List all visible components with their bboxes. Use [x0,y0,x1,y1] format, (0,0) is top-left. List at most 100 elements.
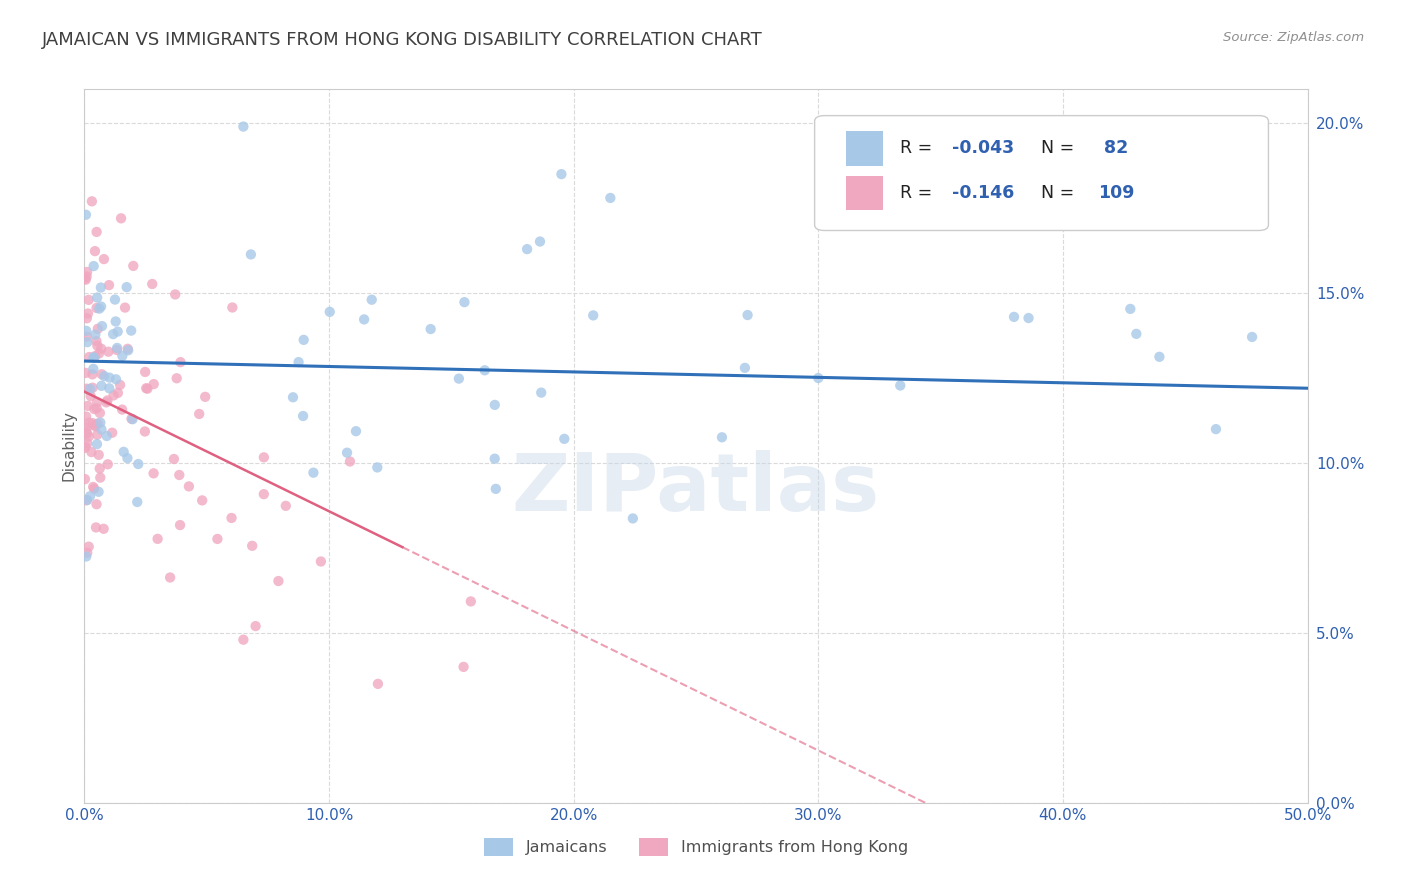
Point [75,425,97,440]
Point [97,344,120,359]
Point [1241,330,1264,344]
Point [83,402,105,417]
Point [79,489,101,503]
Point [77,429,100,443]
Point [135,381,157,395]
Point [232,120,254,134]
Point [86,437,108,451]
Point [76,436,98,450]
Point [105,343,128,357]
Point [121,412,143,426]
Point [142,467,165,481]
Point [89,470,111,484]
Point [86,334,108,348]
Point [83,482,105,496]
Text: N =: N = [1040,139,1080,157]
Point [76,265,98,279]
Point [89,301,111,316]
Point [75,324,97,338]
Point [77,350,100,364]
Point [1125,326,1147,341]
Point [710,430,733,444]
Point [191,493,214,508]
Point [89,406,111,420]
Point [87,322,110,336]
Point [287,355,309,369]
Point [75,271,97,285]
Point [146,532,169,546]
Point [75,440,97,454]
Point [75,441,97,455]
Point [79,389,101,403]
Point [166,371,188,385]
Point [76,329,98,343]
Point [76,493,98,508]
Point [83,259,105,273]
Point [553,432,575,446]
Point [267,574,290,588]
Point [474,363,496,377]
Point [281,390,304,404]
Point [1149,350,1171,364]
Point [77,416,100,430]
Point [529,235,551,249]
Point [530,385,553,400]
Point [77,540,100,554]
Point [292,409,315,423]
Point [309,554,332,568]
Point [169,468,191,483]
Point [117,342,139,356]
Point [169,355,191,369]
Text: JAMAICAN VS IMMIGRANTS FROM HONG KONG DISABILITY CORRELATION CHART: JAMAICAN VS IMMIGRANTS FROM HONG KONG DI… [42,31,763,49]
Point [84,327,107,342]
Point [292,333,315,347]
Point [163,452,186,467]
Point [84,520,107,534]
Point [84,418,107,433]
Point [117,451,139,466]
Point [86,401,108,416]
Point [75,409,97,424]
Point [82,480,104,494]
Point [104,372,127,386]
Text: 82: 82 [1098,139,1129,157]
Point [86,225,108,239]
Point [110,211,132,226]
Point [76,546,98,560]
Point [1223,201,1246,215]
Point [87,417,110,431]
Point [136,382,159,396]
Point [336,446,359,460]
Point [177,479,200,493]
Point [90,342,112,356]
Point [89,461,111,475]
Point [221,511,243,525]
Point [599,191,621,205]
Point [98,381,121,395]
Point [79,382,101,396]
Point [104,314,127,328]
Point [83,351,105,365]
Point [89,416,111,430]
Point [76,269,98,284]
Point [75,366,97,380]
Point [221,301,243,315]
Point [232,632,254,647]
Point [734,360,756,375]
Point [76,311,98,326]
Point [107,386,129,401]
Point [889,378,911,392]
Point [76,335,98,350]
Point [111,349,134,363]
Point [344,424,367,438]
Point [91,319,114,334]
Point [169,518,191,533]
Point [117,343,139,358]
Text: 109: 109 [1098,184,1135,202]
Point [159,570,181,584]
Point [550,167,572,181]
Point [76,426,98,441]
Point [107,325,129,339]
Point [76,426,98,441]
Text: N =: N = [1040,184,1080,202]
